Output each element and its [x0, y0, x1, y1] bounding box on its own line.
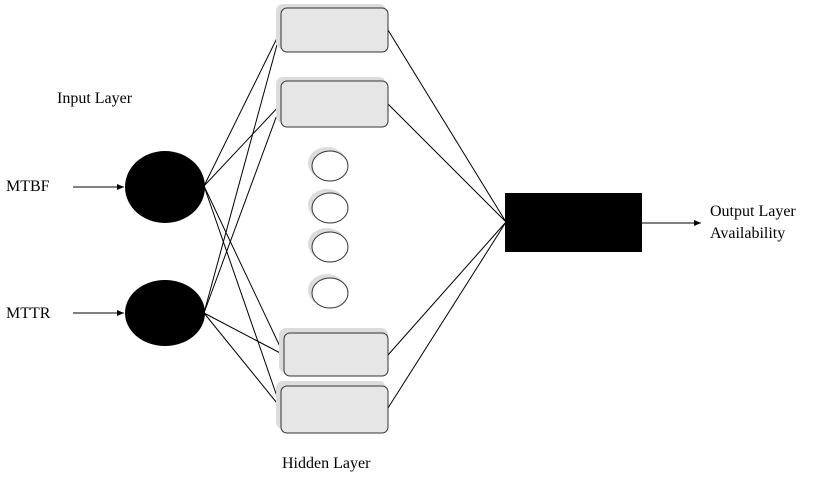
mttr-input-node — [125, 280, 205, 346]
connection-mttr-hidden-3 — [203, 312, 285, 356]
ellipsis-circle-2 — [308, 189, 349, 224]
connection-mtbf-hidden-2 — [203, 103, 282, 187]
connection-hidden-3-output — [387, 221, 507, 356]
hidden-node-1 — [276, 4, 389, 53]
mtbf-label: MTBF — [6, 178, 50, 195]
output-layer-label: Output Layer — [710, 203, 796, 220]
connection-mtbf-hidden-3 — [203, 185, 285, 356]
connection-hidden-1-output — [387, 29, 507, 223]
connection-hidden-4-output — [387, 221, 507, 409]
hidden-node-2 — [276, 77, 389, 128]
connection-mttr-hidden-1 — [203, 29, 282, 314]
hidden-node-4 — [276, 381, 389, 434]
output-label-block: Output Layer Availability — [710, 201, 796, 245]
connection-mtbf-hidden-1 — [203, 29, 282, 187]
hidden-to-output-connections — [387, 29, 507, 409]
hidden-layer-label: Hidden Layer — [282, 455, 371, 472]
mttr-label: MTTR — [6, 305, 51, 322]
connection-hidden-2-output — [387, 103, 507, 223]
output-quantity-label: Availability — [710, 225, 786, 242]
connection-mtbf-hidden-4 — [203, 185, 282, 409]
output-node — [505, 193, 642, 252]
input-layer-label: Input Layer — [57, 90, 133, 107]
ellipsis-circle-4 — [308, 274, 349, 309]
connection-mttr-hidden-2 — [203, 103, 282, 314]
ellipsis-circle-1 — [308, 147, 349, 182]
mtbf-input-node — [125, 151, 205, 223]
input-to-hidden-connections — [203, 29, 285, 409]
ellipsis-circle-3 — [308, 228, 349, 263]
hidden-node-3 — [279, 328, 389, 377]
connection-mttr-hidden-4 — [203, 312, 282, 409]
